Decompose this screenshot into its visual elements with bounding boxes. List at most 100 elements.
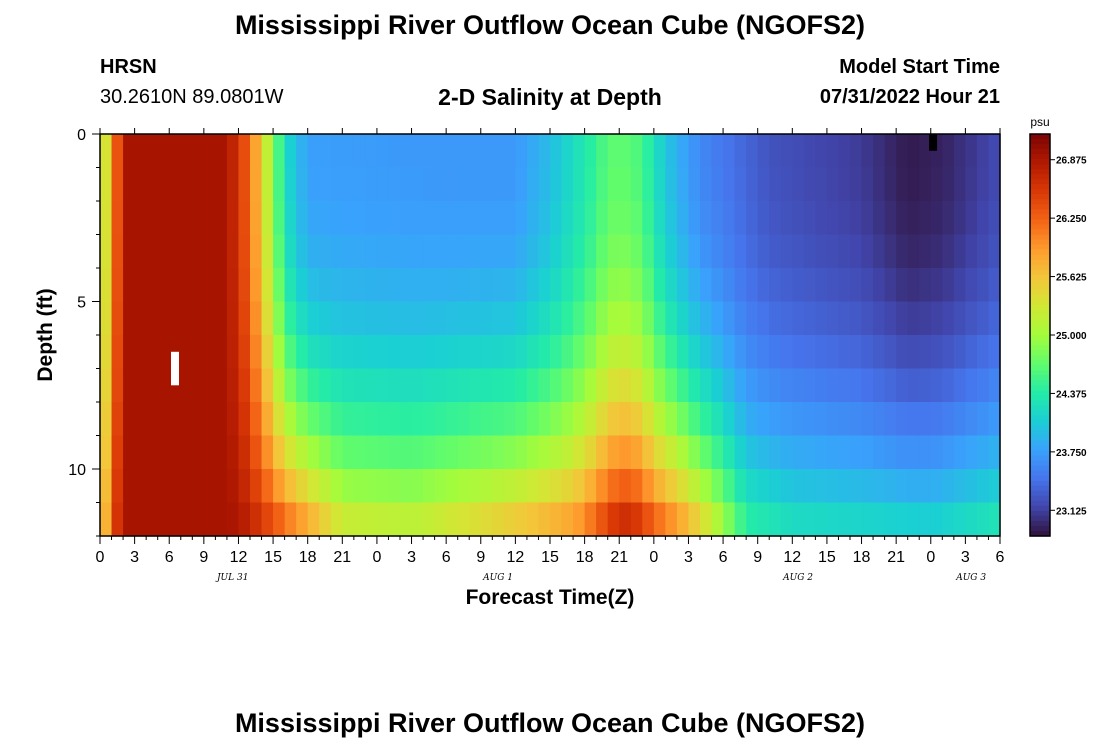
heatmap-cell xyxy=(757,402,770,437)
heatmap-cell xyxy=(411,368,424,403)
heatmap-cell xyxy=(596,301,609,336)
heatmap-cell xyxy=(215,469,228,504)
heatmap-cell xyxy=(492,502,505,537)
colorbar: 26.875 26.250 25.625 25.000 24.375 23.750 23.1… xyxy=(1029,133,1087,537)
heatmap-cell xyxy=(100,402,113,437)
heatmap-cell xyxy=(388,234,401,269)
heatmap-cell xyxy=(423,469,436,504)
heatmap-cell xyxy=(700,301,713,336)
heatmap-cell xyxy=(353,435,366,470)
heatmap-cell xyxy=(596,134,609,169)
heatmap-cell xyxy=(146,335,159,370)
heatmap-cell xyxy=(111,368,124,403)
heatmap-cell xyxy=(700,368,713,403)
heatmap-cell xyxy=(157,234,170,269)
x-tick-label: 6 xyxy=(996,549,1005,566)
heatmap-cell xyxy=(457,134,470,169)
heatmap-cell xyxy=(353,234,366,269)
heatmap-cell xyxy=(688,134,701,169)
heatmap-cell xyxy=(803,469,816,504)
heatmap-cell xyxy=(965,402,978,437)
chart-title: Mississippi River Outflow Ocean Cube (NG… xyxy=(234,10,866,40)
heatmap-cell xyxy=(169,167,182,202)
colorbar-swatch xyxy=(1030,224,1050,231)
heatmap-cell xyxy=(261,435,274,470)
colorbar-swatch xyxy=(1030,360,1050,366)
heatmap-cell xyxy=(434,402,447,437)
heatmap-cell xyxy=(526,402,540,437)
colorbar-swatch xyxy=(1030,159,1050,165)
heatmap-cell xyxy=(838,234,851,269)
heatmap-cell xyxy=(353,469,366,504)
heatmap-cell xyxy=(757,201,770,236)
heatmap-cell xyxy=(826,402,840,437)
heatmap-cell xyxy=(861,167,874,202)
heatmap-cell xyxy=(976,435,990,470)
x-tick-label: 0 xyxy=(96,549,105,566)
heatmap-cell xyxy=(619,402,632,437)
heatmap-cell xyxy=(550,234,563,269)
colorbar-swatch xyxy=(1030,375,1050,381)
heatmap-cell xyxy=(665,167,678,202)
heatmap-cell xyxy=(319,134,332,169)
colorbar-swatch xyxy=(1030,395,1050,401)
heatmap-cell xyxy=(965,469,978,504)
colorbar-swatch xyxy=(1030,134,1050,140)
heatmap-cell xyxy=(353,134,366,169)
heatmap-cell xyxy=(988,435,1001,470)
x-tick-label: 3 xyxy=(130,549,139,566)
heatmap-cell xyxy=(296,134,309,169)
heatmap-cell xyxy=(192,335,205,370)
heatmap-cell xyxy=(376,301,390,336)
x-tick-label: 18 xyxy=(299,549,317,566)
colorbar-swatch xyxy=(1030,430,1050,437)
heatmap-cell xyxy=(873,301,886,336)
colorbar-swatch xyxy=(1030,385,1050,391)
heatmap-cell xyxy=(296,268,309,303)
heatmap-cell xyxy=(411,134,424,169)
heatmap-cell xyxy=(653,402,666,437)
heatmap-cell xyxy=(469,368,482,403)
heatmap-cell xyxy=(423,301,436,336)
heatmap-cell xyxy=(342,301,355,336)
heatmap-cell xyxy=(503,268,516,303)
heatmap-cell xyxy=(803,402,816,437)
heatmap-cell xyxy=(792,368,805,403)
heatmap-cell xyxy=(619,301,632,336)
colorbar-swatch xyxy=(1030,335,1050,341)
heatmap-cell xyxy=(942,134,955,169)
heatmap-cell xyxy=(307,402,320,437)
heatmap-cell xyxy=(146,268,159,303)
heatmap-cell xyxy=(780,469,793,504)
heatmap-cell xyxy=(492,301,505,336)
heatmap-cell xyxy=(746,469,759,504)
heatmap-cell xyxy=(665,502,678,537)
heatmap-cell xyxy=(953,167,966,202)
heatmap-cell xyxy=(100,301,113,336)
heatmap-cell xyxy=(515,301,528,336)
heatmap-cell xyxy=(296,234,309,269)
colorbar-swatch xyxy=(1030,525,1050,532)
heatmap-cell xyxy=(146,201,159,236)
heatmap-cell xyxy=(688,368,701,403)
heatmap-cell xyxy=(515,335,528,370)
heatmap-cell xyxy=(180,134,193,169)
heatmap-cell xyxy=(884,134,897,169)
x-axis-label: Forecast Time(Z) xyxy=(466,586,635,609)
heatmap-cell xyxy=(965,435,978,470)
date-label: AUG 3 xyxy=(955,573,986,583)
heatmap-cell xyxy=(711,368,724,403)
heatmap-cell xyxy=(376,502,390,537)
colorbar-swatch xyxy=(1030,450,1050,457)
heatmap-cell xyxy=(711,502,724,537)
heatmap-cell xyxy=(307,301,320,336)
heatmap-cell xyxy=(411,201,424,236)
heatmap-cell xyxy=(815,435,828,470)
heatmap-cell xyxy=(642,268,655,303)
heatmap-cell xyxy=(469,301,482,336)
heatmap-cell xyxy=(423,368,436,403)
heatmap-cell xyxy=(411,502,424,537)
heatmap-cell xyxy=(157,268,170,303)
colorbar-swatch xyxy=(1030,209,1050,215)
heatmap-cell xyxy=(734,368,747,403)
